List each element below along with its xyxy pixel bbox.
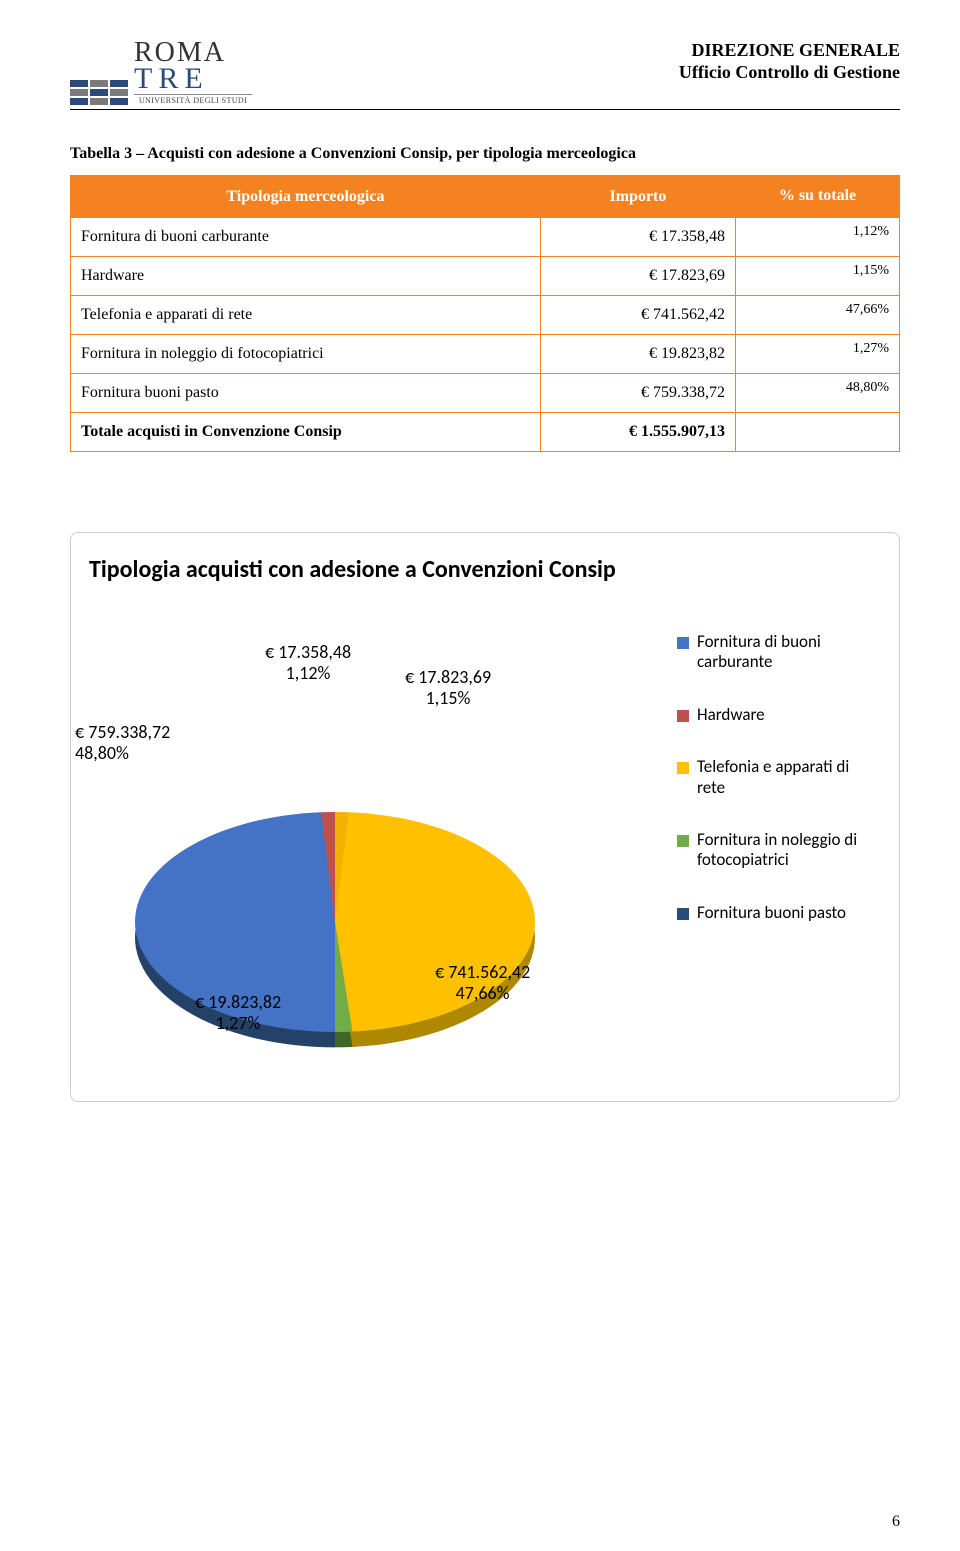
legend-label: Fornitura in noleggio di fotocopiatrici [697, 830, 877, 871]
table-row: Telefonia e apparati di rete € 741.562,4… [71, 295, 900, 334]
data-table: Tipologia merceologica Importo % su tota… [70, 175, 900, 452]
logo-mark [70, 80, 128, 105]
legend-item: Fornitura buoni pasto [677, 903, 877, 923]
logo: ROMA TRE UNIVERSITÀ DEGLI STUDI [70, 40, 252, 105]
table-row: Hardware € 17.823,69 1,15% [71, 256, 900, 295]
cell-label: Telefonia e apparati di rete [71, 295, 541, 334]
legend-swatch [677, 762, 689, 774]
callout-value: € 19.823,82 [195, 992, 281, 1013]
callout-buoni-pasto: € 759.338,72 48,80% [75, 722, 170, 763]
table-row: Fornitura di buoni carburante € 17.358,4… [71, 217, 900, 256]
th-pct: % su totale [736, 176, 900, 218]
cell-importo: € 17.358,48 [540, 217, 735, 256]
callout-hardware: € 17.823,69 1,15% [405, 667, 491, 708]
cell-importo: € 19.823,82 [540, 334, 735, 373]
cell-total-pct [736, 412, 900, 451]
logo-subtext: UNIVERSITÀ DEGLI STUDI [134, 94, 252, 105]
cell-importo: € 759.338,72 [540, 373, 735, 412]
th-importo: Importo [540, 176, 735, 218]
legend-label: Fornitura di buoni carburante [697, 632, 877, 673]
legend-item: Hardware [677, 705, 877, 725]
callout-value: € 17.358,48 [265, 642, 351, 663]
callout-pct: 48,80% [75, 743, 170, 764]
legend-swatch [677, 908, 689, 920]
cell-label: Hardware [71, 256, 541, 295]
header-right: DIREZIONE GENERALE Ufficio Controllo di … [679, 40, 900, 83]
page-header: ROMA TRE UNIVERSITÀ DEGLI STUDI DIREZION… [70, 40, 900, 110]
legend-label: Hardware [697, 705, 765, 725]
header-line1: DIREZIONE GENERALE [679, 40, 900, 62]
cell-pct: 47,66% [736, 295, 900, 334]
callout-pct: 1,27% [195, 1013, 281, 1034]
callout-pct: 47,66% [435, 983, 530, 1004]
cell-pct: 48,80% [736, 373, 900, 412]
callout-telefonia: € 741.562,42 47,66% [435, 962, 530, 1003]
callout-carburante: € 17.358,48 1,12% [265, 642, 351, 683]
cell-label: Fornitura di buoni carburante [71, 217, 541, 256]
cell-total-importo: € 1.555.907,13 [540, 412, 735, 451]
logo-tre: TRE [134, 65, 252, 92]
callout-value: € 741.562,42 [435, 962, 530, 983]
chart-body: € 759.338,72 48,80% € 17.358,48 1,12% € … [85, 592, 885, 1062]
cell-pct: 1,27% [736, 334, 900, 373]
legend-swatch [677, 637, 689, 649]
callout-pct: 1,12% [265, 663, 351, 684]
legend-item: Fornitura in noleggio di fotocopiatrici [677, 830, 877, 871]
th-tipologia: Tipologia merceologica [71, 176, 541, 218]
logo-text: ROMA TRE UNIVERSITÀ DEGLI STUDI [134, 40, 252, 105]
table-caption: Tabella 3 – Acquisti con adesione a Conv… [70, 145, 900, 163]
header-line2: Ufficio Controllo di Gestione [679, 62, 900, 84]
legend-item: Telefonia e apparati di rete [677, 757, 877, 798]
table-row-total: Totale acquisti in Convenzione Consip € … [71, 412, 900, 451]
legend-swatch [677, 835, 689, 847]
table-row: Fornitura buoni pasto € 759.338,72 48,80… [71, 373, 900, 412]
chart-legend: Fornitura di buoni carburante Hardware T… [677, 632, 877, 955]
cell-total-label: Totale acquisti in Convenzione Consip [71, 412, 541, 451]
chart-card: Tipologia acquisti con adesione a Conven… [70, 532, 900, 1102]
callout-value: € 759.338,72 [75, 722, 170, 743]
chart-title: Tipologia acquisti con adesione a Conven… [89, 555, 885, 584]
cell-importo: € 17.823,69 [540, 256, 735, 295]
callout-fotocopiatrici: € 19.823,82 1,27% [195, 992, 281, 1033]
legend-item: Fornitura di buoni carburante [677, 632, 877, 673]
legend-label: Fornitura buoni pasto [697, 903, 846, 923]
table-row: Fornitura in noleggio di fotocopiatrici … [71, 334, 900, 373]
callout-value: € 17.823,69 [405, 667, 491, 688]
cell-pct: 1,12% [736, 217, 900, 256]
cell-label: Fornitura in noleggio di fotocopiatrici [71, 334, 541, 373]
cell-label: Fornitura buoni pasto [71, 373, 541, 412]
legend-label: Telefonia e apparati di rete [697, 757, 877, 798]
cell-importo: € 741.562,42 [540, 295, 735, 334]
legend-swatch [677, 710, 689, 722]
page-number: 6 [892, 1513, 900, 1531]
cell-pct: 1,15% [736, 256, 900, 295]
callout-pct: 1,15% [405, 688, 491, 709]
